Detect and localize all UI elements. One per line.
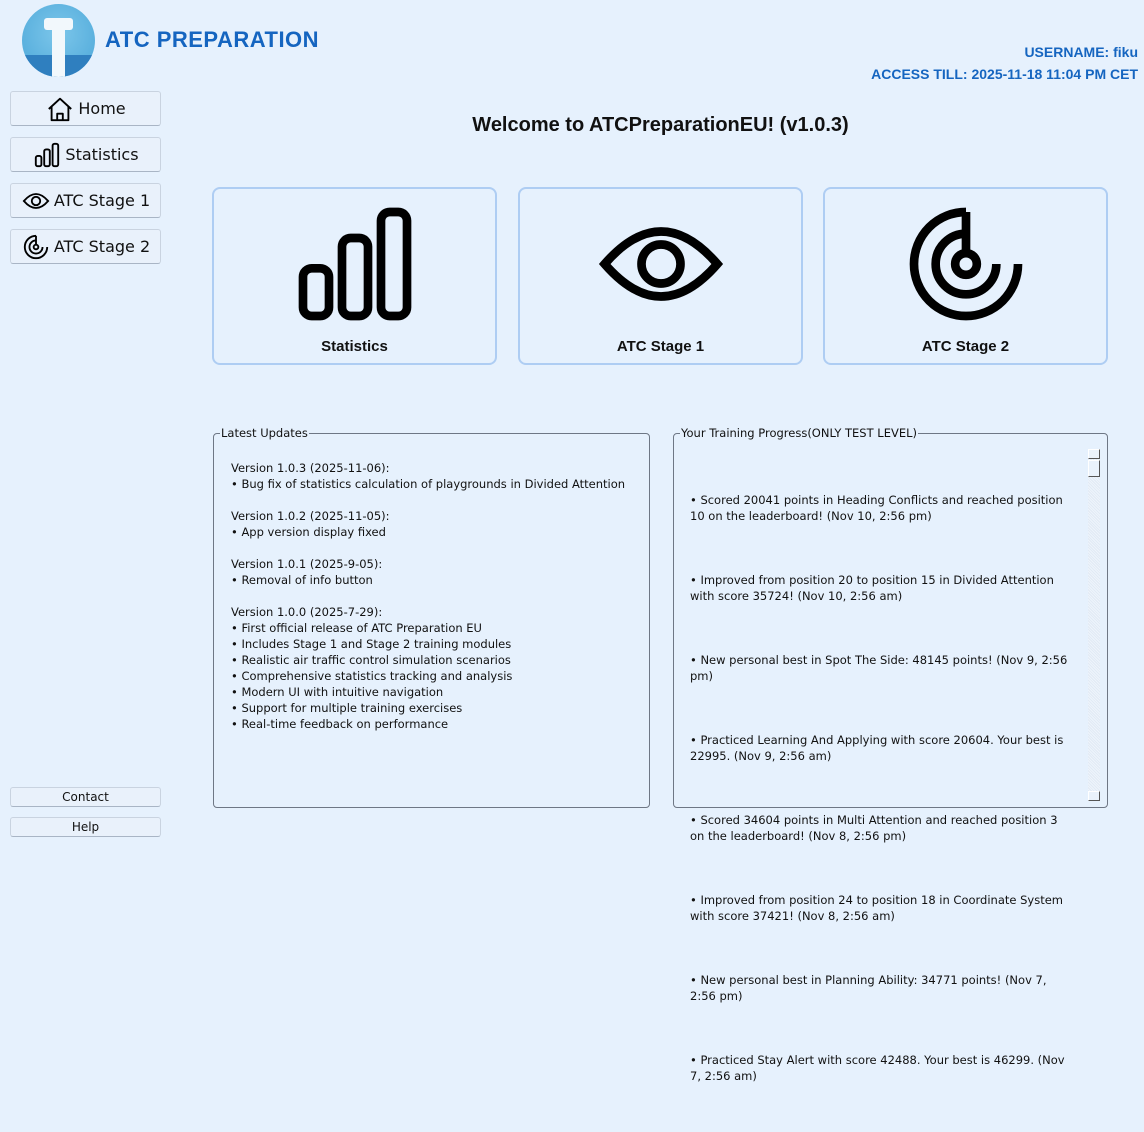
username: USERNAME: fiku [1024, 44, 1138, 60]
scroll-up-button[interactable] [1088, 449, 1100, 459]
radar-icon [901, 199, 1031, 329]
updates-text: Version 1.0.3 (2025-11-06): • Bug fix of… [231, 461, 626, 731]
access-till: ACCESS TILL: 2025-11-18 11:04 PM CET [871, 66, 1138, 82]
latest-updates-panel: Latest Updates Version 1.0.3 (2025-11-06… [213, 426, 650, 808]
radar-icon [21, 233, 51, 261]
home-icon [45, 95, 75, 123]
list-item: • Improved from position 24 to position … [690, 893, 1067, 923]
brand-name: ATC PREPARATION [105, 27, 320, 52]
training-progress-panel: Your Training Progress(ONLY TEST LEVEL) … [673, 426, 1108, 1083]
scroll-thumb[interactable] [1088, 460, 1100, 477]
sidebar-item-label: ATC Stage 2 [53, 237, 151, 256]
user-info: USERNAME: fiku ACCESS TILL: 2025-11-18 1… [871, 41, 1138, 85]
bar-chart-icon [32, 141, 62, 169]
card-label: ATC Stage 1 [616, 338, 705, 355]
list-item: • Practiced Learning And Applying with s… [690, 733, 1068, 763]
sidebar-item-label: Statistics [65, 145, 139, 164]
bar-chart-icon [290, 199, 420, 329]
list-item: • New personal best in Spot The Side: 48… [690, 653, 1071, 683]
eye-icon [21, 187, 51, 215]
list-item: • Improved from position 20 to position … [690, 573, 1058, 603]
progress-list: • Scored 20041 points in Heading Conflic… [690, 460, 1075, 1132]
scroll-down-button[interactable] [1088, 791, 1100, 801]
page-title: Welcome to ATCPreparationEU! (v1.0.3) [472, 114, 849, 136]
list-item: • Practiced Stay Alert with score 42488.… [690, 1053, 1069, 1083]
sidebar-item-atc-stage-2[interactable]: ATC Stage 2 [10, 229, 161, 264]
card-label: Statistics [321, 338, 388, 355]
atc-stage-2-card[interactable]: ATC Stage 2 [823, 187, 1108, 365]
list-item: • Scored 20041 points in Heading Conflic… [690, 493, 1067, 523]
list-item: • New personal best in Planning Ability:… [690, 973, 1051, 1003]
statistics-card[interactable]: Statistics [212, 187, 497, 365]
sidebar-item-statistics[interactable]: Statistics [10, 137, 161, 172]
app-logo [22, 4, 95, 77]
help-button[interactable]: Help [10, 817, 161, 837]
eye-icon [596, 199, 726, 329]
scrollbar[interactable] [1088, 449, 1100, 801]
list-item: • Scored 34604 points in Multi Attention… [690, 813, 1062, 843]
latest-updates-title: Latest Updates [220, 426, 309, 440]
sidebar-item-label: Home [78, 99, 126, 118]
contact-button[interactable]: Contact [10, 787, 161, 807]
sidebar-item-home[interactable]: Home [10, 91, 161, 126]
training-progress-title: Your Training Progress(ONLY TEST LEVEL) [680, 426, 918, 440]
card-label: ATC Stage 2 [921, 338, 1010, 355]
sidebar-item-label: ATC Stage 1 [53, 191, 151, 210]
sidebar-item-atc-stage-1[interactable]: ATC Stage 1 [10, 183, 161, 218]
atc-stage-1-card[interactable]: ATC Stage 1 [518, 187, 803, 365]
